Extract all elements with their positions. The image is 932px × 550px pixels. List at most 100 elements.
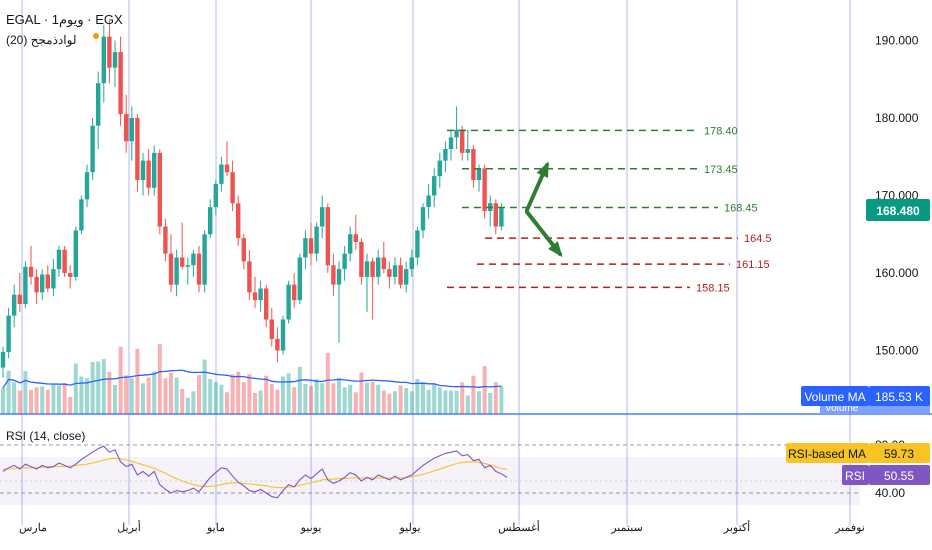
candle-body xyxy=(107,36,112,68)
candle xyxy=(129,106,134,161)
candle-body xyxy=(297,257,302,301)
candle-body xyxy=(213,183,218,208)
candle-body xyxy=(448,137,454,149)
candle xyxy=(68,265,73,289)
direction-arrows xyxy=(525,161,563,258)
candle-body xyxy=(112,52,118,68)
candle-body xyxy=(135,118,140,180)
candle xyxy=(258,280,263,312)
volume-ma-label: Volume MA xyxy=(804,390,865,404)
candle-body xyxy=(381,257,386,270)
candle-body xyxy=(45,274,50,289)
volume-bar xyxy=(325,353,330,414)
volume-bar xyxy=(331,383,336,414)
rsi-label: RSI xyxy=(845,469,865,483)
candle xyxy=(420,203,426,239)
rsi-value-bg xyxy=(869,465,930,485)
volume-bar xyxy=(398,385,403,414)
candle xyxy=(471,145,476,188)
candle xyxy=(404,261,409,293)
volume-bar xyxy=(443,390,448,414)
volume-bar xyxy=(241,382,246,414)
volume-bar xyxy=(342,387,347,414)
candle xyxy=(90,118,95,180)
volume-bar xyxy=(152,371,157,414)
candle xyxy=(17,273,22,312)
candle-body xyxy=(454,129,459,138)
volume-bar xyxy=(236,371,241,414)
candle-body xyxy=(336,269,342,285)
axes: 190.000180.000170.000160.000150.00080.00… xyxy=(19,34,930,534)
candle-body xyxy=(325,207,330,266)
volume-bar xyxy=(96,361,101,414)
volume-bar xyxy=(415,379,420,414)
event-dot[interactable] xyxy=(93,33,99,39)
candle xyxy=(432,168,437,208)
candle-body xyxy=(348,234,353,254)
volume-bar xyxy=(1,388,5,414)
candle-body xyxy=(437,160,442,177)
volume-bar xyxy=(426,389,431,414)
candle-body xyxy=(96,83,101,126)
x-tick: نوفمبر xyxy=(834,522,865,534)
volume-bar xyxy=(409,391,414,414)
candle-body xyxy=(404,269,409,285)
volume-bar xyxy=(197,375,201,414)
candle-body xyxy=(499,207,504,227)
x-tick: يونيو xyxy=(300,522,322,534)
rsi-ma-label: RSI-based MA xyxy=(788,447,866,461)
volume-bar xyxy=(482,366,487,414)
price-tick: 190.000 xyxy=(875,34,919,48)
volume-bar xyxy=(107,372,112,414)
candle xyxy=(437,152,442,188)
candle-body xyxy=(443,149,448,161)
candle-body xyxy=(202,234,207,285)
candle xyxy=(493,199,498,235)
candle-body xyxy=(163,226,168,254)
candle-body xyxy=(320,207,325,227)
candle xyxy=(297,253,302,304)
candle xyxy=(247,249,252,301)
candle-body xyxy=(196,253,202,285)
volume-bar xyxy=(191,391,196,414)
candle xyxy=(465,129,470,161)
rsi-title: RSI (14, close) xyxy=(6,429,85,443)
candle xyxy=(140,152,146,196)
rsi-ma-line xyxy=(3,457,508,489)
volume-bar xyxy=(113,385,117,414)
candle xyxy=(146,149,151,196)
candle xyxy=(157,149,162,235)
volume-bar xyxy=(29,390,33,414)
volume-bar xyxy=(432,384,437,414)
candle-body xyxy=(174,257,179,285)
volume-bar xyxy=(101,359,106,414)
candle xyxy=(28,245,34,285)
candle-body xyxy=(482,168,487,211)
volume-bar xyxy=(348,384,353,414)
volume-bar xyxy=(124,375,129,414)
candle-body xyxy=(191,253,196,266)
volume-bar xyxy=(45,389,50,414)
volume-bar xyxy=(118,346,123,414)
volume-bar xyxy=(359,372,364,414)
down-arrow-head xyxy=(548,241,563,258)
volume-bar xyxy=(337,378,341,414)
rsi-ma-label-bg xyxy=(786,443,869,463)
candle xyxy=(23,261,28,308)
candle-body xyxy=(68,273,73,277)
candle-body xyxy=(476,168,482,180)
candle-body xyxy=(303,238,308,258)
candle xyxy=(392,257,398,285)
volume-bar xyxy=(208,379,213,414)
volume-bar xyxy=(465,395,470,414)
candle xyxy=(79,195,84,235)
volume-bar xyxy=(17,390,22,414)
volume-bar xyxy=(365,382,369,414)
volume-bar xyxy=(213,382,218,414)
volume-bar xyxy=(264,375,269,414)
candle xyxy=(280,315,286,355)
candle xyxy=(236,195,241,246)
candle xyxy=(180,222,185,270)
candle-body xyxy=(208,207,213,235)
